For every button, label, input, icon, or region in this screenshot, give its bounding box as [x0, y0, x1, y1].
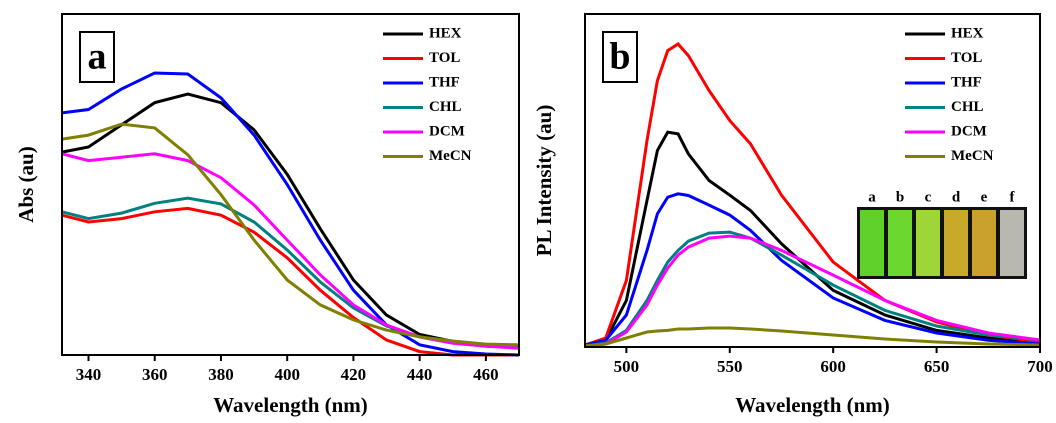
x-tick-label: 700	[1027, 357, 1053, 376]
x-tick-label: 650	[924, 357, 950, 376]
x-tick-label: 420	[341, 365, 367, 384]
x-tick-label: 460	[473, 365, 499, 384]
inset-label: d	[952, 189, 961, 205]
legend-label: CHL	[951, 99, 984, 115]
inset-label: c	[925, 189, 932, 205]
legend-label: TOL	[429, 50, 460, 66]
plot-frame	[61, 13, 520, 356]
legend-label: DCM	[951, 123, 987, 139]
line	[584, 192, 1041, 347]
inset-label: b	[896, 189, 904, 205]
panel-label: b	[609, 36, 630, 78]
line	[61, 196, 520, 349]
legend-label: CHL	[429, 99, 462, 115]
line	[584, 326, 1041, 348]
x-axis-label: Wavelength (nm)	[735, 393, 890, 417]
panel-label-box	[602, 31, 638, 83]
line	[584, 230, 1041, 348]
inset-label: f	[1010, 189, 1016, 205]
x-tick-label: 340	[76, 365, 102, 384]
legend-label: HEX	[951, 25, 984, 41]
line	[61, 152, 520, 350]
x-tick-label: 360	[142, 365, 168, 384]
y-axis-label: Abs (au)	[14, 146, 38, 222]
x-tick-label: 380	[208, 365, 234, 384]
x-tick-label: 440	[407, 365, 433, 384]
panel-label: a	[88, 36, 107, 78]
x-tick-label: 500	[614, 357, 640, 376]
x-tick-label: 600	[820, 357, 846, 376]
plot-frame	[584, 13, 1041, 348]
legend-label: MeCN	[951, 148, 994, 164]
x-tick-label: 400	[274, 365, 300, 384]
x-tick-label: 550	[717, 357, 743, 376]
line	[61, 206, 519, 357]
inset-photo	[857, 207, 1027, 279]
inset-label: a	[868, 189, 876, 205]
legend-label: TOL	[951, 50, 982, 66]
line	[61, 71, 520, 357]
legend-label: THF	[951, 74, 982, 90]
x-axis-label: Wavelength (nm)	[213, 393, 368, 417]
inset-label: e	[981, 189, 988, 205]
legend-label: THF	[429, 74, 460, 90]
line	[61, 122, 520, 347]
legend-label: HEX	[429, 25, 462, 41]
legend-label: MeCN	[429, 148, 472, 164]
legend-label: DCM	[429, 123, 465, 139]
y-axis-label: PL Intensity (au)	[532, 105, 556, 257]
line	[584, 130, 1041, 347]
panel-label-box	[79, 31, 115, 83]
line	[584, 234, 1041, 348]
